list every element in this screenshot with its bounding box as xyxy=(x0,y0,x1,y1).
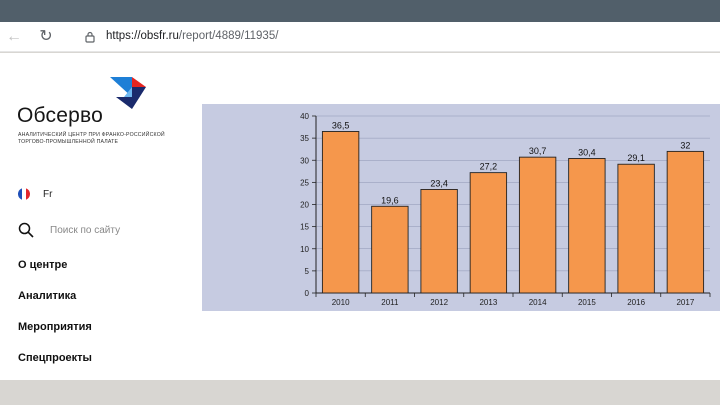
x-tick-label-2012: 2012 xyxy=(430,298,448,307)
os-top-bar xyxy=(0,0,720,22)
site-sidebar: Обсерво Аналитический центр при Франко-Р… xyxy=(0,53,202,380)
x-tick-label-2015: 2015 xyxy=(578,298,596,307)
y-tick-label: 10 xyxy=(300,245,309,254)
url-path: /report/4889/11935/ xyxy=(178,30,279,42)
bar-2013 xyxy=(469,172,508,294)
bar-2012 xyxy=(420,189,458,294)
data-label-2016: 29,1 xyxy=(627,153,645,163)
logo-title[interactable]: Обсерво xyxy=(17,104,103,127)
menu-item-analytics[interactable]: Аналитика xyxy=(18,290,77,302)
reload-icon[interactable]: ↻ xyxy=(39,28,53,45)
data-label-2015: 30,4 xyxy=(578,147,596,157)
bar-2010 xyxy=(321,131,360,294)
url-text[interactable]: https://obsfr.ru/report/4889/11935/ xyxy=(106,30,278,42)
x-tick-label-2017: 2017 xyxy=(676,298,694,307)
menu-item-events[interactable]: Мероприятия xyxy=(18,321,92,333)
y-tick-label: 25 xyxy=(300,178,309,187)
menu-item-special-projects[interactable]: Спецпроекты xyxy=(18,352,92,364)
x-tick-label-2011: 2011 xyxy=(381,298,399,307)
y-tick-label: 20 xyxy=(300,201,309,210)
data-label-2012: 23,4 xyxy=(430,178,448,188)
y-tick-label: 5 xyxy=(305,267,310,276)
x-tick-label-2013: 2013 xyxy=(479,298,497,307)
site-search[interactable]: Поиск по сайту xyxy=(18,221,120,239)
lock-icon xyxy=(85,31,95,43)
search-placeholder: Поиск по сайту xyxy=(50,224,121,236)
x-tick-label-2010: 2010 xyxy=(332,298,350,307)
french-flag-icon xyxy=(18,188,30,200)
x-tick-label-2014: 2014 xyxy=(529,298,547,307)
language-label: Fr xyxy=(43,188,53,200)
bar-chart: 0 5 10 15 20 25 30 35 40 36,5 2010 19,6 2011 23,4 2012… xyxy=(300,112,711,307)
data-label-2011: 19,6 xyxy=(381,195,399,205)
browser-toolbar: ← ↻ https://obsfr.ru/report/4889/11935/ xyxy=(0,22,720,52)
y-tick-label: 35 xyxy=(300,134,309,143)
chart-panel: 0 5 10 15 20 25 30 35 40 36,5 2010 19,6 2011 23,4 2012… xyxy=(202,104,720,311)
bar-2011 xyxy=(371,205,409,294)
x-tick-label-2016: 2016 xyxy=(627,298,645,307)
menu-item-about[interactable]: О центре xyxy=(18,259,68,271)
web-page: Обсерво Аналитический центр при Франко-Р… xyxy=(0,53,720,380)
logo-mark-icon xyxy=(110,77,146,109)
y-tick-label: 30 xyxy=(300,156,309,165)
data-label-2013: 27,2 xyxy=(480,162,498,172)
language-switch[interactable]: Fr xyxy=(18,186,52,202)
data-label-2017: 32 xyxy=(680,140,690,150)
address-bar[interactable]: https://obsfr.ru/report/4889/11935/ xyxy=(70,25,716,49)
bar-2015 xyxy=(568,158,606,294)
y-tick-label: 0 xyxy=(305,289,310,298)
bottom-band xyxy=(0,380,720,405)
back-arrow-icon[interactable]: ← xyxy=(6,28,22,45)
bar-2014 xyxy=(518,156,557,294)
url-host: https://obsfr.ru xyxy=(106,30,179,42)
data-label-2010: 36,5 xyxy=(332,120,350,130)
data-label-2014: 30,7 xyxy=(529,146,547,156)
y-tick-label: 40 xyxy=(300,112,309,121)
y-tick-label: 15 xyxy=(300,223,309,232)
logo-subtitle: Аналитический центр при Франко-Российско… xyxy=(18,132,165,145)
search-icon xyxy=(18,222,34,238)
bar-2017 xyxy=(666,150,705,294)
bar-2016 xyxy=(617,163,655,294)
